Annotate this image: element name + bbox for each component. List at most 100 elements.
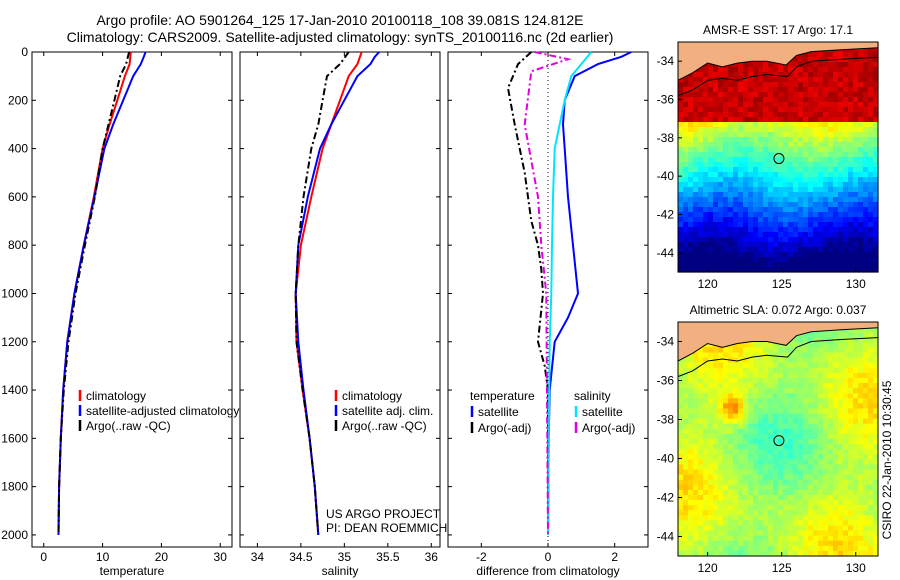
map-cell [843, 242, 849, 248]
map-cell [848, 122, 854, 128]
map-cell [858, 357, 864, 364]
map-cell [868, 439, 874, 445]
map-cell [778, 192, 784, 198]
map-cell [748, 192, 754, 198]
map-cell [773, 162, 779, 168]
map-cell [683, 247, 689, 253]
map-cell [848, 67, 854, 73]
map-cell [753, 112, 759, 118]
map-cell [738, 197, 744, 203]
map-cell [823, 378, 829, 384]
map-cell [838, 500, 844, 506]
map-cell [693, 222, 699, 228]
map-cell [813, 122, 819, 128]
map-cell [718, 474, 724, 481]
map-cell [808, 237, 814, 243]
map-cell [693, 112, 699, 118]
map-cell [828, 197, 834, 203]
map-cell [778, 172, 784, 178]
map-cell [748, 267, 754, 273]
map-cell [678, 232, 684, 238]
map-cell [693, 525, 699, 532]
map-cell [833, 459, 839, 465]
map-cell [683, 187, 689, 193]
map-cell [743, 535, 749, 542]
map-cell [713, 202, 719, 208]
map-cell [718, 92, 724, 98]
map-cell [873, 525, 879, 532]
map-cell [748, 520, 754, 527]
map-cell [863, 147, 869, 153]
map-cell [773, 500, 779, 506]
map-cell [763, 449, 769, 455]
map-cell [823, 162, 829, 168]
map-cell [718, 433, 724, 440]
map-cell [723, 545, 729, 552]
map-cell [868, 112, 874, 118]
map-cell [728, 378, 734, 384]
map-cell [753, 192, 759, 198]
map-cell [793, 367, 799, 374]
map-cell [813, 464, 819, 471]
map-cell [803, 137, 809, 143]
map-cell [693, 212, 699, 218]
map-cell [793, 413, 799, 420]
map-cell [813, 222, 819, 228]
map-cell [863, 102, 869, 108]
map-cell [853, 232, 859, 238]
map-cell [803, 172, 809, 178]
map-cell [728, 545, 734, 552]
map-cell [703, 449, 709, 455]
map-cell [748, 413, 754, 420]
map-cell [703, 217, 709, 223]
map-cell [688, 102, 694, 108]
map-cell [758, 237, 764, 243]
map-cell [748, 550, 754, 557]
map-cell [818, 152, 824, 158]
map-cell [753, 202, 759, 208]
map-cell [713, 207, 719, 213]
map-cell [763, 157, 769, 163]
map-cell [828, 408, 834, 415]
map-cell [873, 117, 879, 123]
map-cell [773, 92, 779, 98]
map-cell [738, 237, 744, 243]
map-cell [698, 247, 704, 253]
map-cell [838, 157, 844, 163]
map-cell [818, 495, 824, 501]
map-cell [858, 403, 864, 410]
map-cell [838, 459, 844, 465]
map-cell [718, 510, 724, 516]
map-cell [793, 449, 799, 455]
map-cell [693, 257, 699, 263]
map-cell [758, 469, 764, 476]
map-cell [798, 112, 804, 118]
map-cell [713, 403, 719, 410]
map-cell [838, 515, 844, 521]
map-cell [753, 177, 759, 183]
map-cell [793, 388, 799, 394]
map-cell [873, 459, 879, 465]
map-cell [778, 102, 784, 108]
map-cell [848, 489, 854, 496]
map-cell [778, 535, 784, 542]
map-cell [853, 227, 859, 233]
map-cell [798, 252, 804, 258]
map-cell [843, 202, 849, 208]
map-cell [833, 77, 839, 83]
map-cell [848, 449, 854, 455]
map-cell [793, 87, 799, 93]
map-cell [843, 439, 849, 445]
map-cell [758, 202, 764, 208]
map-cell [753, 207, 759, 213]
map-cell [788, 212, 794, 218]
map-cell [753, 464, 759, 471]
map-cell [678, 464, 684, 471]
map-cell [798, 525, 804, 532]
map-cell [753, 418, 759, 425]
map-cell [768, 207, 774, 213]
map-cell [868, 540, 874, 547]
map-cell [783, 182, 789, 188]
map-cell [818, 167, 824, 173]
map-cell [763, 242, 769, 248]
